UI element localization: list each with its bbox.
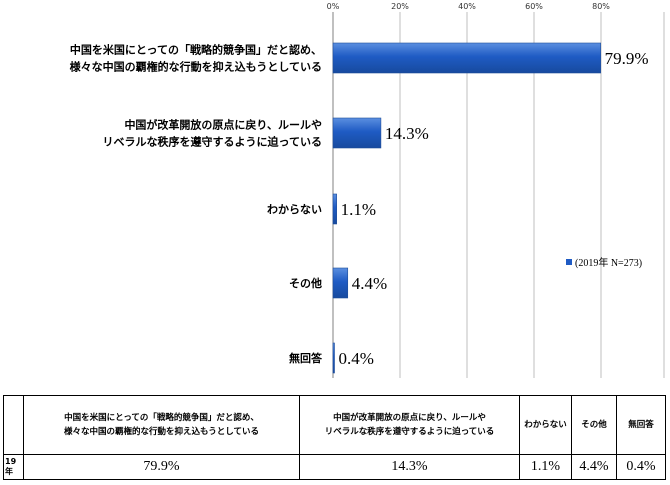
bar <box>332 342 335 374</box>
category-label: その他 <box>289 276 322 290</box>
table-row-label: 19年 <box>3 454 24 480</box>
value-label: 79.9% <box>605 49 649 68</box>
value-label: 1.1% <box>341 200 376 219</box>
bar <box>332 193 337 225</box>
value-label: 0.4% <box>339 349 374 368</box>
bars <box>332 42 601 374</box>
table-corner-cell <box>3 395 24 455</box>
table-header-cell: わからない <box>519 395 572 455</box>
table-header-cell: 中国が改革開放の原点に戻り、ルールや リベラルな秩序を遵守するように迫っている <box>299 395 520 455</box>
table-row: 19年 79.9% 14.3% 1.1% 4.4% 0.4% <box>3 454 666 480</box>
category-labels: 中国を米国にとっての「戦略的競争国」だと認め、様々な中国の覇権的な行動を抑え込も… <box>70 43 323 366</box>
bar-chart: 0% 20% 40% 60% 80% 中国を米国にとっての「戦略的競争国」だと認め、様々… <box>70 2 665 378</box>
table-header-cell: その他 <box>571 395 617 455</box>
table-value-cell: 4.4% <box>571 454 617 480</box>
category-label: 中国を米国にとっての「戦略的競争国」だと認め、様々な中国の覇権的な行動を抑え込も… <box>70 43 322 74</box>
x-tick-label: 40% <box>458 2 476 11</box>
table-value-cell: 79.9% <box>23 454 300 480</box>
bar <box>332 42 601 74</box>
bar <box>332 267 349 299</box>
table-value-cell: 14.3% <box>299 454 520 480</box>
x-tick-label: 60% <box>525 2 543 11</box>
value-label: 4.4% <box>352 274 387 293</box>
bar <box>332 117 382 149</box>
table-header-cell: 無回答 <box>616 395 666 455</box>
table-value-cell: 1.1% <box>519 454 572 480</box>
legend: (2019年 N=273) <box>566 256 642 269</box>
table-header-cell: 中国を米国にとっての「戦略的競争国」だと認め、 様々な中国の覇権的な行動を抑え込… <box>23 395 300 455</box>
table-header-row: 中国を米国にとっての「戦略的競争国」だと認め、 様々な中国の覇権的な行動を抑え込… <box>3 395 666 455</box>
x-axis-ticks: 0% 20% 40% 60% 80% <box>327 2 611 11</box>
category-label: わからない <box>267 203 322 216</box>
value-label: 14.3% <box>385 124 429 143</box>
legend-swatch <box>566 259 572 265</box>
data-table: 中国を米国にとっての「戦略的競争国」だと認め、 様々な中国の覇権的な行動を抑え込… <box>3 395 666 480</box>
category-label: 中国が改革開放の原点に戻り、ルールやリベラルな秩序を遵守するように迫っている <box>103 118 322 149</box>
legend-label: (2019年 N=273) <box>575 256 642 269</box>
x-tick-label: 0% <box>327 2 340 11</box>
table-value-cell: 0.4% <box>616 454 666 480</box>
category-label: 無回答 <box>289 351 323 365</box>
x-tick-label: 80% <box>592 2 610 11</box>
value-labels: 79.9% 14.3% 1.1% 4.4% 0.4% <box>339 49 649 368</box>
x-tick-label: 20% <box>391 2 409 11</box>
